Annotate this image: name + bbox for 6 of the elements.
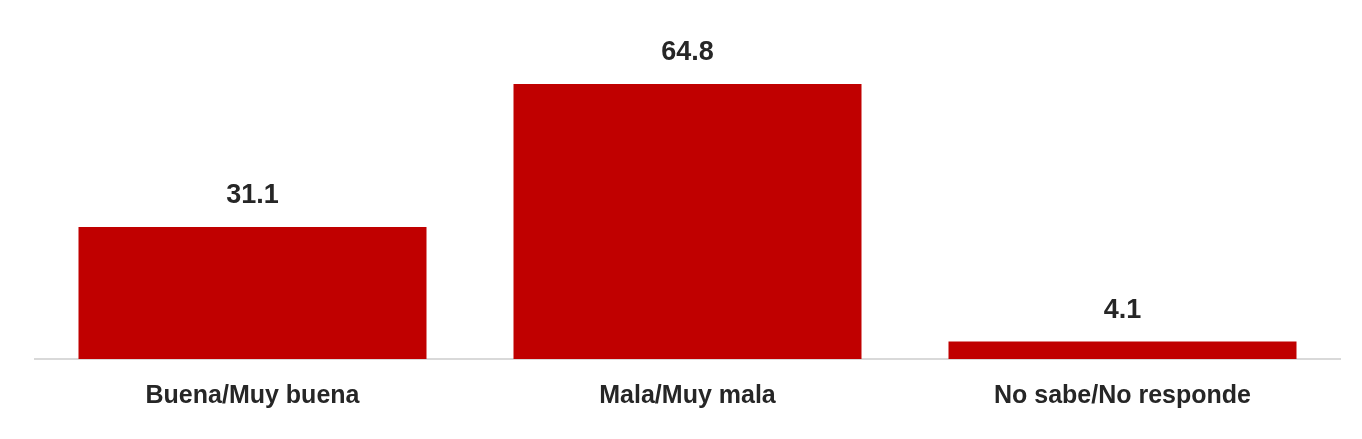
x-tick-label: Buena/Muy buena: [145, 379, 361, 408]
data-label: 4.1: [1103, 293, 1142, 324]
data-label: 31.1: [226, 179, 279, 209]
x-tick-label: Mala/Muy mala: [599, 379, 777, 408]
data-label: 64.8: [661, 36, 714, 67]
x-tick-label: No sabe/No responde: [994, 379, 1252, 408]
